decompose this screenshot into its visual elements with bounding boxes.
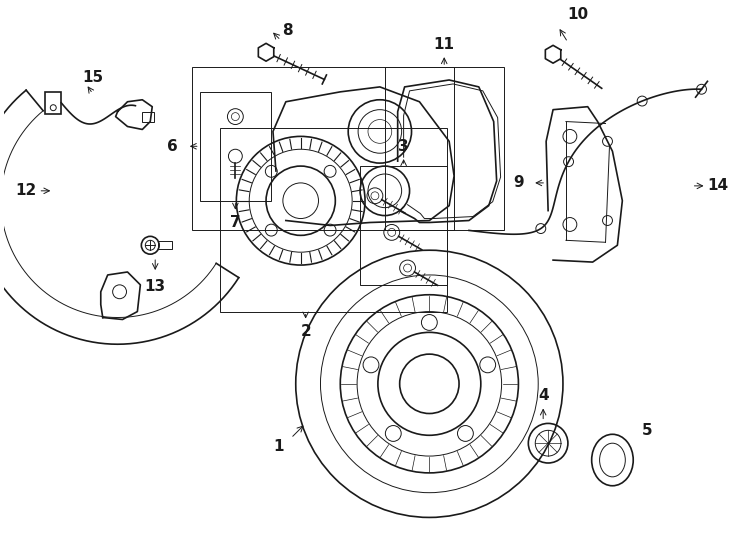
- Text: 9: 9: [513, 176, 524, 191]
- Bar: [46, 92, 61, 113]
- Bar: [360, 166, 447, 285]
- Bar: [200, 92, 271, 201]
- Text: 5: 5: [642, 423, 653, 438]
- Text: 2: 2: [300, 324, 311, 339]
- Bar: [385, 67, 504, 231]
- Bar: [192, 67, 454, 231]
- Text: 11: 11: [434, 37, 454, 52]
- Text: 8: 8: [283, 23, 293, 38]
- Text: 1: 1: [274, 438, 284, 454]
- Text: 15: 15: [82, 70, 103, 84]
- Text: 10: 10: [567, 7, 589, 22]
- Text: 12: 12: [15, 183, 36, 198]
- Bar: [219, 129, 447, 312]
- Text: 6: 6: [167, 139, 178, 154]
- Text: 7: 7: [230, 215, 241, 230]
- Bar: [142, 112, 154, 122]
- Text: 14: 14: [708, 178, 729, 193]
- Text: 13: 13: [145, 279, 166, 294]
- Text: 4: 4: [538, 388, 548, 403]
- Text: 3: 3: [399, 139, 409, 154]
